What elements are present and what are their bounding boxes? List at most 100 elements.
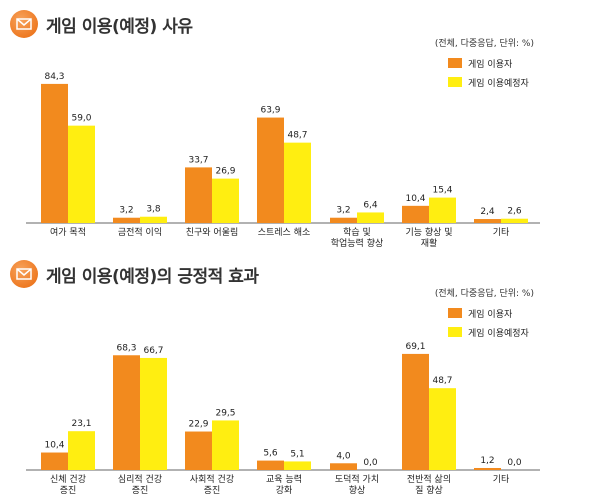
bar bbox=[212, 420, 239, 470]
category-label: 증진 bbox=[204, 485, 221, 496]
data-label: 2,4 bbox=[480, 207, 495, 217]
category-label: 향상 bbox=[349, 484, 366, 496]
category-label: 교육 능력 bbox=[266, 473, 302, 485]
category-label: 학습 및 bbox=[343, 226, 371, 238]
data-label: 4,0 bbox=[336, 451, 351, 461]
category-label: 여가 목적 bbox=[50, 226, 86, 238]
bar bbox=[429, 388, 456, 470]
data-label: 23,1 bbox=[71, 419, 91, 429]
legend-label: 게임 이용예정자 bbox=[468, 78, 529, 89]
data-label: 59,0 bbox=[71, 114, 91, 124]
data-label: 68,3 bbox=[116, 343, 136, 353]
category-label: 전반적 삶의 bbox=[407, 473, 451, 485]
bar bbox=[185, 167, 212, 223]
bar bbox=[257, 460, 284, 470]
legend-item-prospective: 게임 이용예정자 bbox=[448, 75, 529, 89]
category-label: 강화 bbox=[276, 485, 293, 496]
legend-item-gamer: 게임 이용자 bbox=[448, 306, 529, 320]
category-label: 학업능력 향상 bbox=[331, 237, 384, 249]
data-label: 33,7 bbox=[188, 155, 208, 165]
data-label: 3,2 bbox=[119, 206, 133, 216]
legend: 게임 이용자 게임 이용예정자 bbox=[448, 306, 529, 344]
category-label: 증진 bbox=[60, 485, 77, 496]
category-label: 질 향상 bbox=[415, 484, 443, 496]
data-label: 48,7 bbox=[432, 376, 452, 386]
legend-swatch-yellow bbox=[448, 327, 462, 337]
bar bbox=[284, 461, 311, 470]
data-label: 5,6 bbox=[263, 449, 278, 459]
category-label: 금전적 이익 bbox=[118, 226, 162, 238]
bar bbox=[474, 219, 501, 223]
chart-title: 게임 이용(예정)의 긍정적 효과 bbox=[46, 267, 259, 287]
data-label: 5,1 bbox=[290, 449, 304, 459]
bar bbox=[140, 216, 167, 223]
legend-label: 게임 이용자 bbox=[468, 59, 513, 70]
data-label: 84,3 bbox=[44, 72, 64, 82]
category-label: 심리적 건강 bbox=[118, 473, 162, 485]
category-label: 증진 bbox=[132, 485, 149, 496]
data-label: 1,2 bbox=[480, 456, 494, 466]
bar bbox=[429, 197, 456, 223]
unit-note: (전체, 다중응답, 단위: %) bbox=[434, 39, 534, 49]
data-label: 3,2 bbox=[336, 206, 350, 216]
data-label: 15,4 bbox=[432, 186, 452, 196]
legend-item-prospective: 게임 이용예정자 bbox=[448, 325, 529, 339]
category-label: 신체 건강 bbox=[50, 474, 86, 485]
category-label: 스트레스 해소 bbox=[258, 227, 311, 238]
legend-swatch-orange bbox=[448, 58, 462, 68]
bar bbox=[330, 217, 357, 223]
bar bbox=[330, 463, 357, 470]
data-label: 0,0 bbox=[363, 458, 378, 468]
envelope-icon bbox=[10, 260, 38, 288]
category-label: 도덕적 가치 bbox=[335, 473, 379, 485]
category-label: 기타 bbox=[493, 474, 510, 485]
bar bbox=[402, 205, 429, 223]
bar bbox=[474, 467, 501, 470]
data-label: 2,6 bbox=[507, 207, 522, 217]
bar bbox=[257, 117, 284, 223]
bar bbox=[41, 452, 68, 470]
bar bbox=[357, 212, 384, 223]
data-label: 3,8 bbox=[146, 205, 161, 215]
data-label: 10,4 bbox=[405, 194, 425, 204]
bar bbox=[68, 125, 95, 223]
bar-chart-reasons: 84,3 59,0 여가 목적 3,2 3,8 금전적 이익 33,7 26,9 친구와 어울림… bbox=[26, 72, 540, 249]
legend: 게임 이용자 게임 이용예정자 bbox=[448, 56, 529, 94]
data-label: 22,9 bbox=[188, 420, 208, 430]
chart-section-effects: 게임 이용(예정)의 긍정적 효과 (전체, 다중응답, 단위: %) 게임 이… bbox=[0, 250, 596, 499]
category-label: 친구와 어울림 bbox=[186, 226, 239, 238]
data-label: 26,9 bbox=[215, 167, 235, 177]
data-label: 69,1 bbox=[405, 342, 425, 352]
envelope-icon bbox=[10, 10, 38, 38]
data-label: 66,7 bbox=[143, 346, 163, 356]
data-label: 10,4 bbox=[44, 441, 64, 451]
legend-swatch-orange bbox=[448, 308, 462, 318]
chart-section-reasons: 게임 이용(예정) 사유 (전체, 다중응답, 단위: %) 게임 이용자 게임… bbox=[10, 10, 540, 249]
bar bbox=[41, 83, 68, 223]
legend-label: 게임 이용예정자 bbox=[468, 328, 529, 339]
bar bbox=[284, 142, 311, 223]
bar bbox=[212, 178, 239, 223]
legend-item-gamer: 게임 이용자 bbox=[448, 56, 529, 70]
unit-note: (전체, 다중응답, 단위: %) bbox=[434, 289, 534, 299]
bar bbox=[68, 431, 95, 470]
bar bbox=[402, 353, 429, 470]
category-label: 기능 향상 및 bbox=[405, 226, 452, 238]
chart-title: 게임 이용(예정) 사유 bbox=[46, 17, 193, 37]
data-label: 0,0 bbox=[507, 458, 522, 468]
category-label: 기타 bbox=[493, 227, 510, 238]
legend-label: 게임 이용자 bbox=[468, 309, 513, 320]
bar bbox=[501, 218, 528, 223]
bar bbox=[185, 431, 212, 470]
data-label: 48,7 bbox=[287, 131, 307, 141]
data-label: 6,4 bbox=[363, 200, 378, 210]
data-label: 29,5 bbox=[215, 408, 235, 418]
data-label: 63,9 bbox=[260, 106, 280, 116]
bar bbox=[113, 355, 140, 470]
legend-swatch-yellow bbox=[448, 77, 462, 87]
bar bbox=[113, 217, 140, 223]
category-label: 사회적 건강 bbox=[190, 473, 234, 485]
category-label: 재활 bbox=[421, 237, 438, 249]
bar bbox=[140, 357, 167, 470]
